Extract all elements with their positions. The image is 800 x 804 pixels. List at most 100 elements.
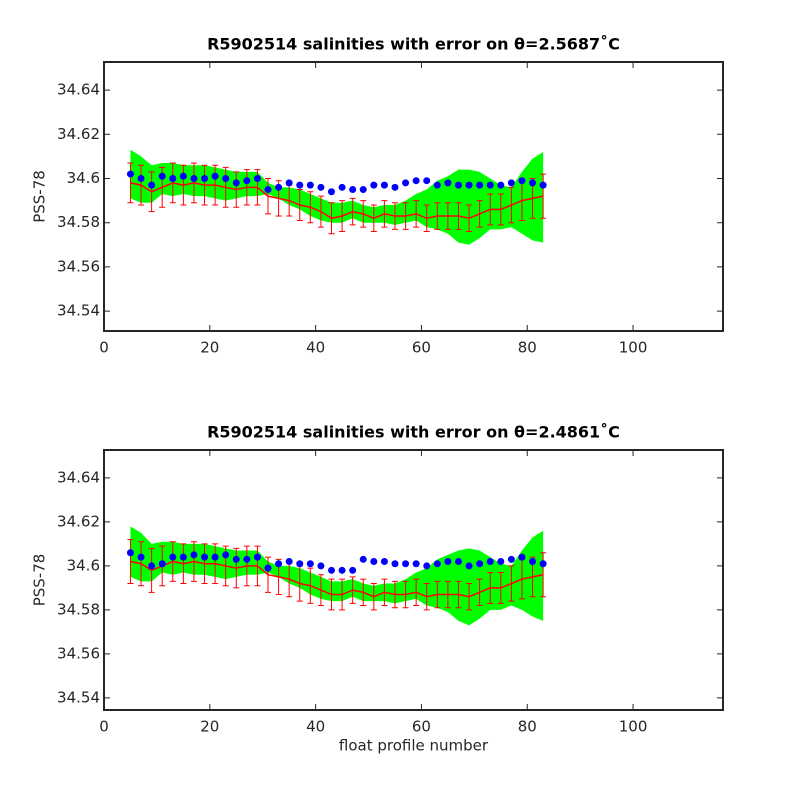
float-point <box>370 181 378 189</box>
x-tick-label: 80 <box>518 339 537 357</box>
float-point <box>232 555 240 563</box>
float-point <box>402 560 410 568</box>
float-point <box>454 181 462 189</box>
float-point <box>253 553 261 561</box>
float-point <box>201 553 209 561</box>
y-axis-label: PSS-78 <box>31 554 49 607</box>
float-point <box>243 555 251 563</box>
float-point <box>338 183 346 191</box>
float-point <box>264 186 272 194</box>
x-tick-label: 0 <box>99 339 109 357</box>
x-tick-label: 100 <box>619 339 648 357</box>
float-point <box>380 558 388 566</box>
error-bar <box>127 539 134 585</box>
float-point <box>169 553 177 561</box>
plot-content <box>126 526 547 626</box>
y-tick-label: 34.6 <box>67 169 100 187</box>
float-point <box>391 183 399 191</box>
float-point <box>158 560 166 568</box>
float-point <box>486 558 494 566</box>
y-tick-label: 34.62 <box>57 125 100 143</box>
float-point <box>391 560 399 568</box>
axes-box <box>103 449 724 711</box>
error-bar <box>540 173 547 219</box>
float-point <box>476 181 484 189</box>
float-point <box>179 553 187 561</box>
float-point <box>486 181 494 189</box>
float-point <box>126 170 134 178</box>
y-tick-label: 34.56 <box>57 644 100 662</box>
error-whisker <box>127 539 134 585</box>
error-whisker <box>127 162 134 204</box>
x-axis-label: float profile number <box>339 737 489 755</box>
float-point <box>423 562 431 570</box>
y-tick-label: 34.64 <box>57 81 100 99</box>
float-point <box>476 560 484 568</box>
float-point <box>190 551 198 559</box>
float-point <box>529 558 537 566</box>
float-point <box>380 181 388 189</box>
x-tick-label: 60 <box>412 339 431 357</box>
float-point <box>137 553 145 561</box>
float-point <box>317 183 325 191</box>
chart-title: R5902514 salinities with error on θ=2.48… <box>207 423 620 442</box>
float-point <box>264 564 272 572</box>
error-bar <box>540 552 547 598</box>
float-point <box>444 558 452 566</box>
data-layer <box>126 149 547 245</box>
float-point <box>433 560 441 568</box>
x-tick-label: 60 <box>412 718 431 736</box>
float-point <box>497 181 505 189</box>
y-axis-label: PSS-78 <box>31 170 49 223</box>
y-tick-label: 34.54 <box>57 688 100 706</box>
x-tick-label: 80 <box>518 718 537 736</box>
float-point <box>423 177 431 185</box>
float-point <box>148 181 156 189</box>
float-point <box>412 177 420 185</box>
float-point <box>539 560 547 568</box>
y-tick-label: 34.58 <box>57 600 100 618</box>
x-tick-label: 20 <box>200 339 219 357</box>
float-point <box>306 560 314 568</box>
x-tick-label: 20 <box>200 718 219 736</box>
y-tick-label: 34.56 <box>57 257 100 275</box>
float-point <box>518 177 526 185</box>
float-point <box>349 186 357 194</box>
x-tick-label: 40 <box>306 718 325 736</box>
float-point <box>158 172 166 180</box>
float-point <box>539 181 547 189</box>
float-point <box>359 186 367 194</box>
float-point <box>148 562 156 570</box>
float-point <box>497 558 505 566</box>
float-point <box>296 181 304 189</box>
float-point <box>433 181 441 189</box>
float-point <box>275 183 283 191</box>
error-bar <box>127 162 134 204</box>
float-point <box>201 174 209 182</box>
float-point <box>296 560 304 568</box>
x-tick-label: 0 <box>99 718 109 736</box>
float-point <box>327 188 335 196</box>
float-point <box>507 179 515 187</box>
float-point <box>285 558 293 566</box>
float-point <box>465 562 473 570</box>
float-point <box>232 179 240 187</box>
y-tick-label: 34.54 <box>57 302 100 320</box>
float-point <box>349 566 357 574</box>
float-point <box>465 181 473 189</box>
float-point <box>179 172 187 180</box>
float-point <box>243 177 251 185</box>
float-point <box>190 174 198 182</box>
float-point <box>529 179 537 187</box>
float-point <box>211 172 219 180</box>
float-point <box>253 174 261 182</box>
float-point <box>317 562 325 570</box>
y-tick-label: 34.58 <box>57 213 100 231</box>
error-band <box>130 526 544 626</box>
x-tick-label: 40 <box>306 339 325 357</box>
float-point <box>454 558 462 566</box>
float-point <box>222 551 230 559</box>
plot-content <box>126 149 547 245</box>
float-point <box>412 560 420 568</box>
